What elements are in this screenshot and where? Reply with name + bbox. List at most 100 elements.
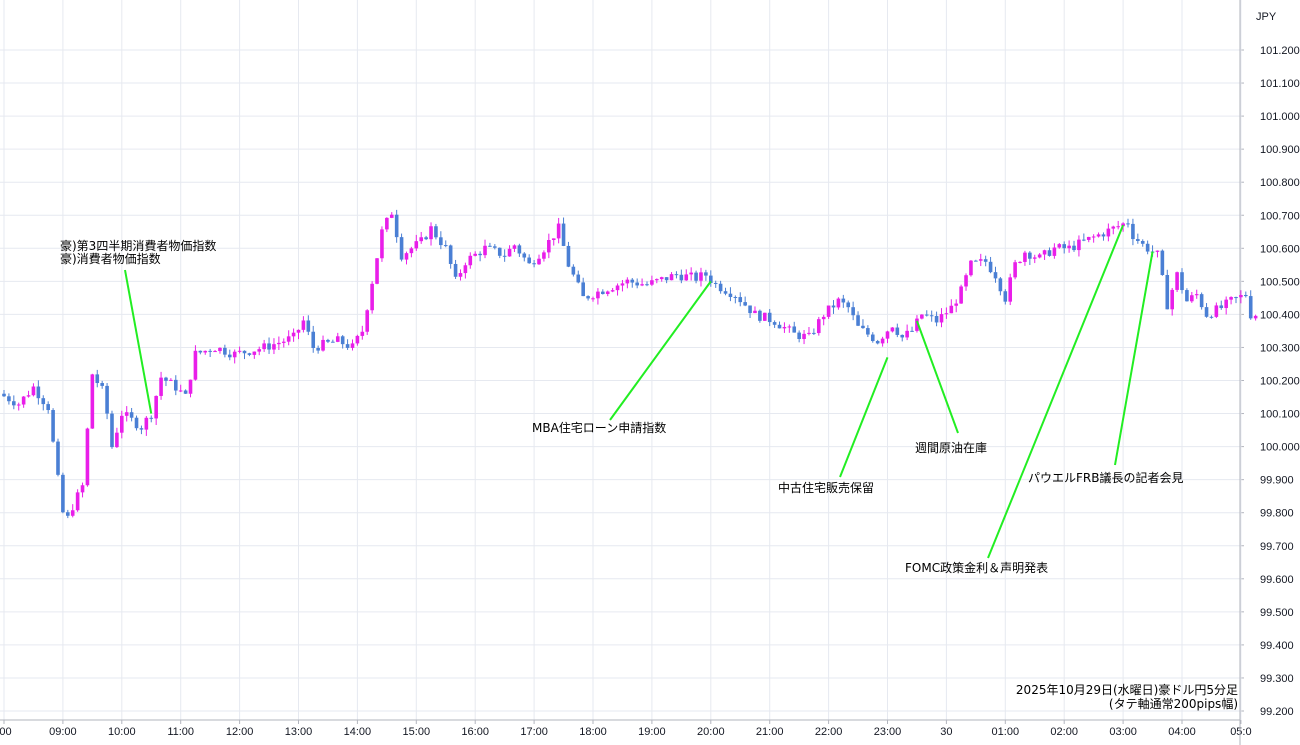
candle-down (635, 282, 639, 286)
candle-up (385, 217, 389, 230)
candle-up (787, 326, 792, 328)
x-tick-label: 21:00 (756, 726, 784, 738)
candle-up (655, 279, 659, 281)
candle-down (679, 274, 684, 281)
candle-up (370, 283, 374, 311)
candle-down (728, 293, 733, 298)
candle-up (1111, 226, 1116, 229)
candle-down (149, 417, 154, 419)
candle-down (1199, 294, 1204, 308)
candle-down (792, 326, 797, 333)
candle-down (797, 332, 801, 340)
candle-down (1219, 305, 1224, 309)
x-tick-label: 23:00 (874, 726, 902, 738)
y-tick-label: 99.200 (1260, 706, 1294, 718)
candle-down (227, 354, 232, 358)
candle-down (831, 305, 836, 308)
candle-down (934, 315, 939, 323)
y-tick-label: 100.800 (1260, 177, 1300, 189)
annotation-line (1114, 251, 1154, 466)
candle-up (26, 395, 31, 397)
candle-up (124, 412, 129, 416)
x-tick-label: 13:00 (285, 726, 313, 738)
x-tick-label: :00 (0, 726, 12, 738)
annotation-label: FOMC政策金利＆声明発表 (905, 560, 1048, 575)
candle-up (1091, 236, 1096, 238)
annotation-line (124, 269, 153, 414)
candle-up (232, 351, 237, 358)
candle-up (21, 396, 26, 405)
candle-up (252, 351, 257, 355)
candle-up (807, 332, 811, 334)
candle-down (767, 312, 772, 323)
candle-up (821, 316, 826, 320)
candle-down (856, 315, 860, 326)
candle-down (316, 348, 320, 351)
candle-up (178, 390, 183, 392)
candle-up (159, 377, 163, 396)
candle-down (586, 296, 590, 299)
candle-down (1136, 239, 1140, 241)
x-tick-label: 01:00 (992, 726, 1020, 738)
candle-down (183, 390, 188, 394)
x-tick-label: 05:0 (1230, 726, 1251, 738)
candle-down (993, 272, 998, 279)
candle-up (782, 326, 787, 329)
candle-up (286, 336, 291, 342)
candle-up (915, 318, 919, 331)
candle-up (1190, 295, 1194, 302)
annotation-label: 豪)第3四半期消費者物価指数 (60, 238, 216, 253)
candle-up (596, 291, 600, 299)
candle-down (1160, 250, 1165, 275)
chart-footer-caption: 2025年10月29日(水曜日)豪ドル円5分足 (1016, 682, 1238, 697)
candle-down (478, 253, 482, 256)
candle-down (758, 310, 762, 321)
candle-down (601, 291, 605, 295)
candle-up (699, 272, 703, 281)
y-tick-label: 99.700 (1260, 541, 1294, 553)
annotation-line (987, 224, 1125, 559)
candle-down (674, 274, 679, 276)
candle-down (576, 274, 581, 283)
candle-up (816, 319, 821, 334)
candle-down (139, 428, 144, 430)
candle-up (468, 255, 473, 266)
candle-up (355, 335, 360, 344)
candle-up (1253, 315, 1258, 319)
annotation-line (839, 356, 889, 478)
candle-up (547, 239, 551, 253)
candle-down (723, 291, 728, 294)
candle-up (964, 275, 968, 287)
candle-down (105, 385, 109, 414)
candle-up (890, 327, 895, 332)
candle-up (1013, 262, 1017, 278)
candle-down (326, 339, 330, 342)
candle-up (826, 305, 831, 317)
candle-up (610, 290, 615, 292)
candle-down (527, 257, 531, 264)
candle-up (169, 379, 173, 381)
candle-down (581, 282, 585, 297)
candle-up (301, 320, 306, 330)
candle-down (998, 278, 1003, 292)
candle-down (394, 214, 399, 238)
candle-up (365, 310, 370, 332)
candle-down (493, 246, 497, 248)
candle-up (1037, 254, 1042, 258)
y-tick-label: 101.200 (1260, 45, 1300, 57)
candle-up (350, 343, 355, 348)
candle-down (399, 237, 404, 260)
candle-down (242, 350, 247, 354)
candle-down (61, 474, 65, 513)
candle-up (650, 280, 654, 285)
candle-down (522, 253, 527, 258)
x-tick-label: 15:00 (403, 726, 431, 738)
candle-down (100, 383, 104, 386)
candle-up (463, 265, 468, 274)
candle-down (841, 298, 846, 303)
y-tick-label: 100.700 (1260, 210, 1300, 222)
candle-down (1180, 272, 1184, 291)
